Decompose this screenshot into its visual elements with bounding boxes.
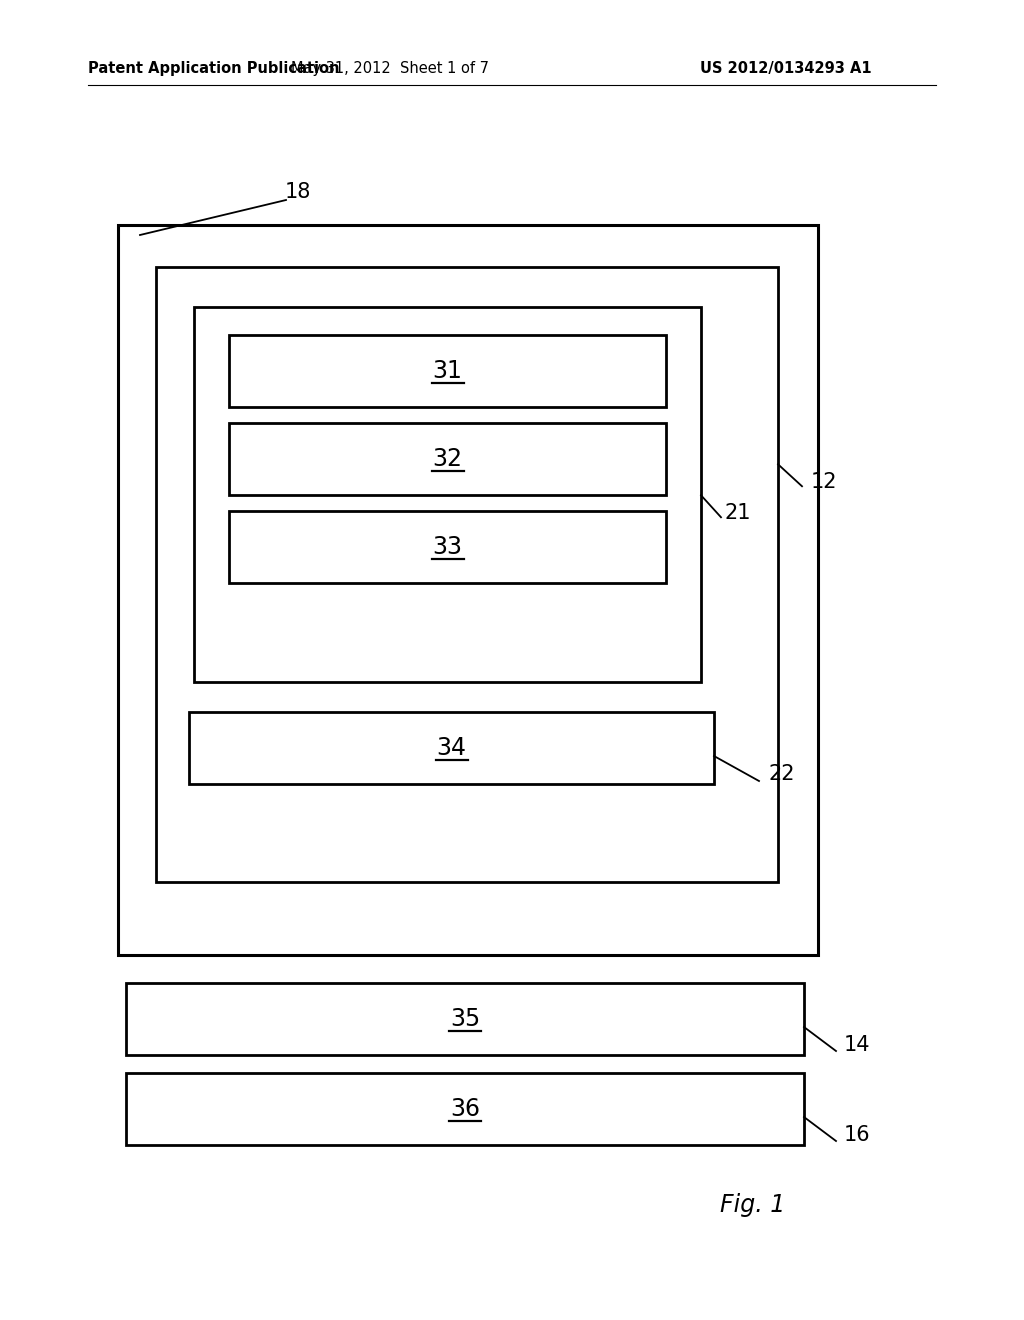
Text: May 31, 2012  Sheet 1 of 7: May 31, 2012 Sheet 1 of 7 xyxy=(291,61,489,75)
Bar xyxy=(189,711,714,784)
Text: 21: 21 xyxy=(724,503,751,523)
Bar xyxy=(229,335,666,407)
Text: Patent Application Publication: Patent Application Publication xyxy=(88,61,340,75)
Text: 33: 33 xyxy=(432,535,463,558)
Text: 12: 12 xyxy=(811,473,838,492)
Text: 22: 22 xyxy=(769,764,796,784)
Text: 16: 16 xyxy=(844,1125,870,1144)
Bar xyxy=(229,511,666,583)
Text: 36: 36 xyxy=(450,1097,480,1121)
Text: US 2012/0134293 A1: US 2012/0134293 A1 xyxy=(700,61,871,75)
Text: 18: 18 xyxy=(285,182,311,202)
Bar xyxy=(126,1073,804,1144)
Text: 32: 32 xyxy=(432,447,463,471)
Bar xyxy=(229,422,666,495)
Bar xyxy=(118,224,818,954)
Bar xyxy=(126,983,804,1055)
Text: Fig. 1: Fig. 1 xyxy=(720,1193,785,1217)
Bar xyxy=(156,267,778,882)
Text: 35: 35 xyxy=(450,1007,480,1031)
Text: 14: 14 xyxy=(844,1035,870,1055)
Text: 34: 34 xyxy=(436,737,467,760)
Bar xyxy=(194,308,701,682)
Text: 31: 31 xyxy=(432,359,463,383)
